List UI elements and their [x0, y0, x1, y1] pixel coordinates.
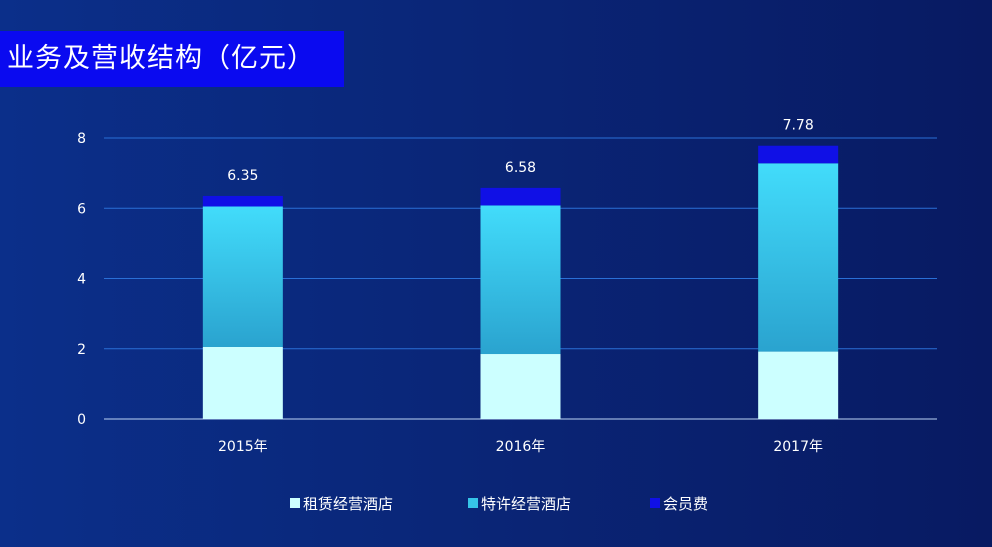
total-label: 7.78 — [783, 118, 814, 134]
bar-segment-1 — [758, 351, 839, 419]
legend-swatch — [290, 498, 300, 508]
y-tick-label: 2 — [77, 342, 86, 358]
bar-segment-3 — [202, 195, 283, 207]
legend-swatch — [650, 498, 660, 508]
y-tick-label: 4 — [77, 272, 86, 288]
labels: 0 2 4 6 8 6.35 2015年 6.58 2016年 7.78 2017年 — [77, 118, 823, 455]
y-tick-label: 6 — [77, 201, 86, 217]
y-tick-label: 0 — [77, 412, 86, 428]
bar-segment-1 — [480, 354, 561, 419]
legend-label: 特许经营酒店 — [481, 495, 571, 513]
total-label: 6.35 — [227, 168, 258, 184]
bar-segment-3 — [758, 145, 839, 164]
y-tick-label: 8 — [77, 131, 86, 147]
x-tick-label: 2016年 — [496, 439, 546, 455]
x-tick-label: 2017年 — [773, 439, 823, 455]
x-tick-label: 2015年 — [218, 439, 268, 455]
bar-segment-2 — [202, 206, 283, 347]
legend: 租赁经营酒店 特许经营酒店 会员费 — [290, 495, 708, 513]
total-label: 6.58 — [505, 160, 536, 176]
page-title: 业务及营收结构（亿元） — [7, 43, 315, 74]
legend-label: 租赁经营酒店 — [303, 495, 393, 513]
legend-swatch — [468, 498, 478, 508]
bar-segment-2 — [480, 205, 561, 355]
title-banner: 业务及营收结构（亿元） — [0, 31, 344, 87]
bar-segment-3 — [480, 187, 561, 206]
bars — [202, 145, 839, 419]
bar-segment-1 — [202, 346, 283, 419]
legend-label: 会员费 — [663, 495, 708, 513]
bar-segment-2 — [758, 163, 839, 352]
